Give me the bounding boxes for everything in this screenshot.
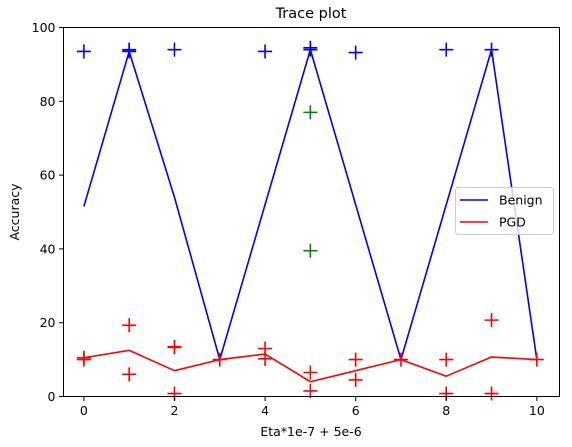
plus-marker bbox=[348, 352, 363, 367]
legend: Benign PGD bbox=[455, 187, 554, 235]
y-tick-label: 80 bbox=[40, 94, 56, 109]
plus-marker bbox=[76, 44, 91, 59]
legend-label-pgd: PGD bbox=[499, 215, 526, 230]
plus-marker bbox=[167, 42, 182, 57]
plus-marker bbox=[258, 44, 273, 59]
chart-title: Trace plot bbox=[275, 6, 347, 22]
y-tick-label: 100 bbox=[32, 20, 56, 35]
y-tick-label: 60 bbox=[40, 168, 56, 183]
x-tick-label: 8 bbox=[442, 403, 450, 418]
x-axis-label: Eta*1e-7 + 5e-6 bbox=[260, 424, 361, 439]
x-tick-label: 2 bbox=[171, 403, 179, 418]
x-tick-label: 0 bbox=[80, 403, 88, 418]
plus-marker bbox=[348, 372, 363, 387]
y-axis-label: Accuracy bbox=[7, 183, 22, 241]
plus-marker bbox=[529, 352, 544, 367]
x-tick-label: 4 bbox=[261, 403, 269, 418]
plus-marker bbox=[303, 105, 318, 120]
plus-marker bbox=[303, 365, 318, 380]
plus-marker bbox=[122, 318, 137, 333]
axes-frame bbox=[63, 27, 560, 397]
plus-marker bbox=[167, 340, 182, 355]
plus-marker bbox=[484, 313, 499, 328]
plus-marker bbox=[303, 42, 318, 57]
legend-label-benign: Benign bbox=[499, 193, 543, 208]
plus-marker bbox=[122, 367, 137, 382]
plus-marker bbox=[393, 352, 408, 367]
plus-marker bbox=[484, 42, 499, 57]
series-line-pgd bbox=[83, 349, 537, 383]
plus-marker bbox=[303, 383, 318, 398]
y-tick-label: 20 bbox=[40, 315, 56, 330]
plot-area bbox=[76, 40, 544, 401]
plus-marker bbox=[348, 45, 363, 60]
plus-marker bbox=[303, 243, 318, 258]
plus-marker bbox=[212, 352, 227, 367]
plus-marker bbox=[439, 352, 454, 367]
y-tick-label: 0 bbox=[48, 389, 56, 404]
plus-marker bbox=[258, 351, 273, 366]
y-tick-label: 40 bbox=[40, 241, 56, 256]
plus-marker bbox=[122, 44, 137, 59]
plus-marker bbox=[484, 386, 499, 401]
plus-marker bbox=[76, 352, 91, 367]
x-tick-label: 10 bbox=[529, 403, 545, 418]
x-tick-label: 6 bbox=[352, 403, 360, 418]
plus-marker bbox=[439, 42, 454, 57]
